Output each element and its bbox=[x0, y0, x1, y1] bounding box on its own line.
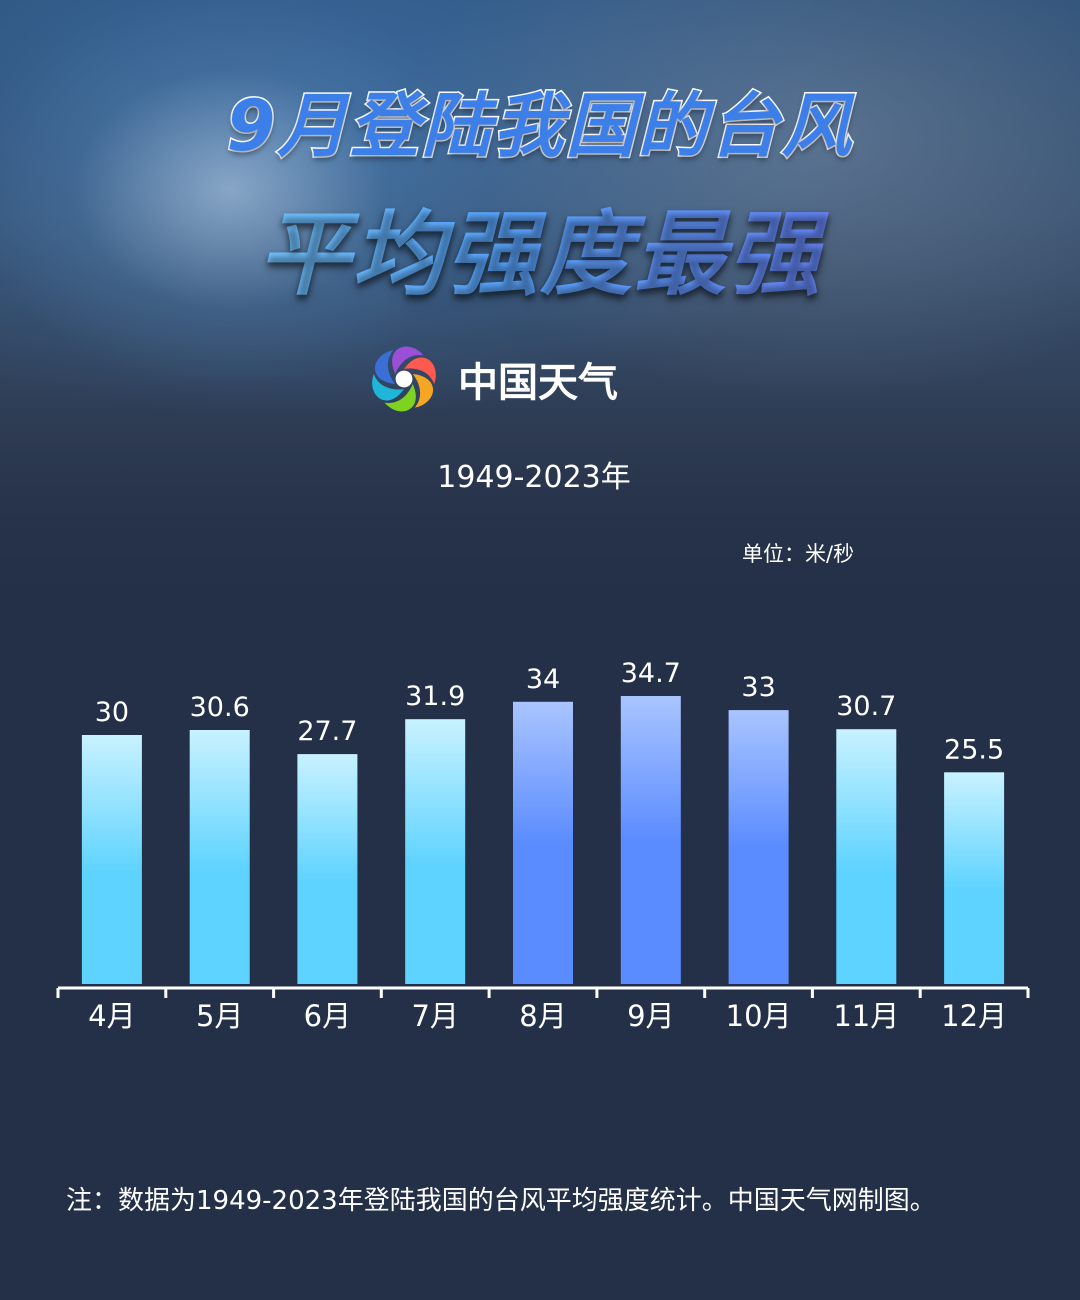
value-label: 30.6 bbox=[190, 692, 250, 723]
footnote: 注：数据为1949-2023年登陆我国的台风平均强度统计。中国天气网制图。 bbox=[66, 1186, 936, 1216]
value-label: 33 bbox=[741, 672, 775, 703]
bar-9月 bbox=[620, 696, 681, 984]
x-axis bbox=[56, 986, 1030, 998]
x-tick-label: 8月 bbox=[519, 999, 566, 1033]
china-weather-logo-icon bbox=[372, 346, 436, 412]
bar-6月 bbox=[297, 754, 358, 984]
value-label: 30 bbox=[95, 697, 129, 728]
background-fade bbox=[0, 380, 1080, 640]
brand-name: 中国天气 bbox=[458, 360, 618, 406]
x-tick-labels-group: 4月 5月 6月 7月 8月 9月 10月 11月 12月 bbox=[88, 999, 1007, 1033]
x-tick-label: 10月 bbox=[726, 999, 792, 1033]
headline-line-2: 平均强度最强 bbox=[0, 180, 1080, 313]
x-tick-label: 4月 bbox=[88, 999, 135, 1033]
value-label: 31.9 bbox=[405, 681, 465, 712]
bar-4月 bbox=[81, 735, 142, 984]
headline-line-1: 9月登陆我国的台风 bbox=[225, 84, 854, 169]
value-label: 34 bbox=[526, 664, 560, 695]
period-label: 1949-2023年 bbox=[437, 460, 631, 495]
x-tick-label: 5月 bbox=[196, 999, 243, 1033]
bar-7月 bbox=[405, 719, 466, 984]
x-tick-label: 7月 bbox=[411, 999, 458, 1033]
bar-5月 bbox=[189, 730, 250, 984]
x-tick-label: 11月 bbox=[833, 999, 899, 1033]
value-label: 27.7 bbox=[297, 716, 357, 747]
bar-8月 bbox=[513, 701, 573, 984]
typhoon-intensity-bar-chart: 30 30.6 27.7 31.9 34 34.7 33 30.7 25.5 4月 5月 6月 7月 8… bbox=[56, 658, 1030, 1033]
bars-group bbox=[81, 696, 1005, 984]
unit-label: 单位：米/秒 bbox=[742, 542, 855, 566]
value-label: 25.5 bbox=[944, 734, 1004, 765]
x-tick-label: 9月 bbox=[627, 999, 674, 1033]
bar-11月 bbox=[836, 729, 897, 984]
value-label: 30.7 bbox=[836, 691, 896, 722]
x-tick-label: 6月 bbox=[304, 999, 351, 1033]
x-tick-label: 12月 bbox=[941, 999, 1007, 1033]
value-labels-group: 30 30.6 27.7 31.9 34 34.7 33 30.7 25.5 bbox=[95, 658, 1004, 765]
bar-12月 bbox=[944, 772, 1005, 984]
bar-10月 bbox=[728, 710, 789, 984]
brand-block: 中国天气 bbox=[362, 336, 618, 422]
value-label: 34.7 bbox=[621, 658, 681, 689]
